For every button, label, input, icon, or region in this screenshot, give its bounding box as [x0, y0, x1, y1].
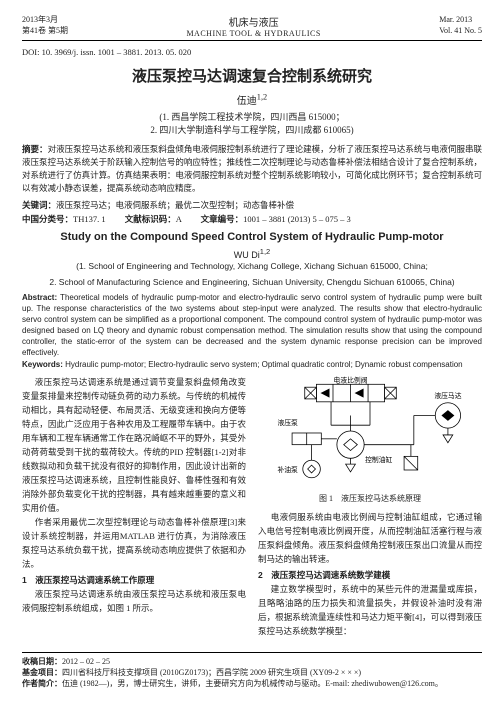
keywords-en: Keywords: Hydraulic pump-motor; Electro-… [22, 360, 482, 369]
fig-label-cyl: 控制油缸 [365, 455, 392, 464]
kw-cn-label: 关键词： [22, 200, 56, 210]
footer-recv: 收稿日期：2012 – 02 – 25 [22, 656, 482, 667]
fig-label-motor: 液压马达 [434, 391, 461, 400]
author-sup: 1,2 [257, 93, 267, 102]
abstract-cn: 摘要：对液压泵控马达系统和液压泵斜盘倾角电液伺服控制系统进行了理论建模，分析了液… [22, 143, 482, 195]
doc-val: A [176, 214, 182, 224]
para-l1: 液压泵控马达调速系统是通过调节变量泵斜盘倾角改变变量泵排量来控制传动链负荷的动力… [22, 375, 246, 515]
abstract-en-label: Abstract: [22, 293, 57, 302]
doi: DOI: 10. 3969/j. issn. 1001 – 3881. 2013… [22, 47, 482, 57]
header-mid: 机床与液压 MACHINE TOOL & HYDRAULICS [186, 14, 320, 38]
journal-title-cn: 机床与液压 [186, 14, 320, 29]
article-title-cn: 液压泵控马达调速复合控制系统研究 [22, 65, 482, 86]
page: 2013年3月 第41卷 第5期 机床与液压 MACHINE TOOL & HY… [0, 0, 504, 701]
affiliation-1: (1. 西昌学院工程技术学院，四川西昌 615000； [22, 111, 482, 124]
abstract-en: Abstract: Theoretical models of hydrauli… [22, 292, 482, 358]
recv-label: 收稿日期： [22, 657, 62, 666]
header-date-cn: 2013年3月 [22, 14, 68, 25]
page-footer: 收稿日期：2012 – 02 – 25 基金项目：四川省科技厅科技支撑项目 (2… [22, 652, 482, 689]
kw-en-label: Keywords: [22, 360, 63, 369]
header-vol-en: Vol. 41 No. 5 [439, 25, 482, 36]
fund-label: 基金项目： [22, 668, 62, 677]
header-left: 2013年3月 第41卷 第5期 [22, 14, 68, 38]
bio-label: 作者简介： [22, 679, 62, 688]
abstract-en-text: Theoretical models of hydraulic pump-mot… [22, 293, 482, 357]
figure-1: 电液比例阀 液压马达 液压泵 控制油缸 补油泵 [258, 375, 482, 490]
section-1-heading: 1 液压泵控马达调速系统工作原理 [22, 573, 246, 587]
para-r2: 建立数学模型时，系统中的某些元件的泄漏量或库损，且略略油路的压力损失和流量损失，… [258, 582, 482, 638]
clc-val: TH137. 1 [73, 214, 106, 224]
affiliation-en-2: 2. School of Manufacturing Science and E… [22, 276, 482, 288]
column-left: 液压泵控马达调速系统是通过调节变量泵斜盘倾角改变变量泵排量来控制传动链负荷的动力… [22, 375, 246, 638]
para-r1: 电液伺服系统由电液比例阀与控制油缸组成，它通过输入电信号控制电液比例阀开度，从而… [258, 510, 482, 566]
classification-line: 中国分类号：TH137. 1 文献标识码：A 文章编号：1001 – 3881 … [22, 213, 482, 225]
journal-title-en: MACHINE TOOL & HYDRAULICS [186, 29, 320, 38]
author-cn: 伍迪1,2 [22, 92, 482, 107]
bio-val: 伍迪 (1982—)，男，博士研究生，讲师，主要研究方向为机械传动与驱动。E-m… [62, 679, 443, 688]
fig-label-pump: 液压泵 [277, 418, 298, 427]
header-vol-cn: 第41卷 第5期 [22, 25, 68, 36]
para-l3: 液压泵控马达调速系统由液压泵控马达系统和液压泵电液伺服控制系统组成，如图 1 所… [22, 587, 246, 615]
hydraulic-schematic-icon: 电液比例阀 液压马达 液压泵 控制油缸 补油泵 [258, 375, 482, 490]
header-date-en: Mar. 2013 [439, 14, 482, 25]
artno-label: 文章编号： [201, 214, 244, 224]
header-right: Mar. 2013 Vol. 41 No. 5 [439, 14, 482, 38]
fund-val: 四川省科技厅科技支撑项目 (2010GZ0173)；西昌学院 2009 研究生项… [62, 668, 361, 677]
author-en-name: WU Di [234, 250, 260, 260]
fig-label-valve: 电液比例阀 [334, 375, 368, 384]
abstract-cn-label: 摘要： [22, 144, 48, 154]
author-name: 伍迪 [237, 96, 257, 107]
column-right: 电液比例阀 液压马达 液压泵 控制油缸 补油泵 图 1 液压泵控马达系统原理 电… [258, 375, 482, 638]
keywords-cn: 关键词：液压泵控马达；电液伺服系统；最优二次型控制；动态鲁棒补偿 [22, 199, 482, 211]
author-en: WU Di1,2 [22, 247, 482, 260]
affiliation-en-1: (1. School of Engineering and Technology… [22, 260, 482, 272]
page-header: 2013年3月 第41卷 第5期 机床与液压 MACHINE TOOL & HY… [22, 14, 482, 41]
figure-1-caption: 图 1 液压泵控马达系统原理 [258, 492, 482, 506]
artno-val: 1001 – 3881 (2013) 5 – 075 – 3 [243, 214, 351, 224]
author-en-sup: 1,2 [260, 247, 270, 256]
section-2-heading: 2 液压泵控马达调速系统数学建模 [258, 568, 482, 582]
affiliation-2: 2. 四川大学制造科学与工程学院，四川成都 610065) [22, 124, 482, 137]
doc-label: 文献标识码： [125, 214, 176, 224]
article-title-en: Study on the Compound Speed Control Syst… [22, 231, 482, 243]
fig-label-charge: 补油泵 [277, 465, 298, 474]
footer-fund: 基金项目：四川省科技厅科技支撑项目 (2010GZ0173)；西昌学院 2009… [22, 667, 482, 678]
recv-val: 2012 – 02 – 25 [62, 657, 110, 666]
kw-en-text: Hydraulic pump-motor; Electro-hydraulic … [63, 360, 463, 369]
body-columns: 液压泵控马达调速系统是通过调节变量泵斜盘倾角改变变量泵排量来控制传动链负荷的动力… [22, 375, 482, 638]
kw-cn-text: 液压泵控马达；电液伺服系统；最优二次型控制；动态鲁棒补偿 [56, 200, 294, 210]
abstract-cn-text: 对液压泵控马达系统和液压泵斜盘倾角电液伺服控制系统进行了理论建模，分析了液压泵控… [22, 144, 482, 193]
clc-label: 中国分类号： [22, 214, 73, 224]
para-l2: 作者采用最优二次型控制理论与动态鲁棒补偿原理[3]来设计系统控制器，并运用MAT… [22, 515, 246, 571]
footer-bio: 作者简介：伍迪 (1982—)，男，博士研究生，讲师，主要研究方向为机械传动与驱… [22, 678, 482, 689]
